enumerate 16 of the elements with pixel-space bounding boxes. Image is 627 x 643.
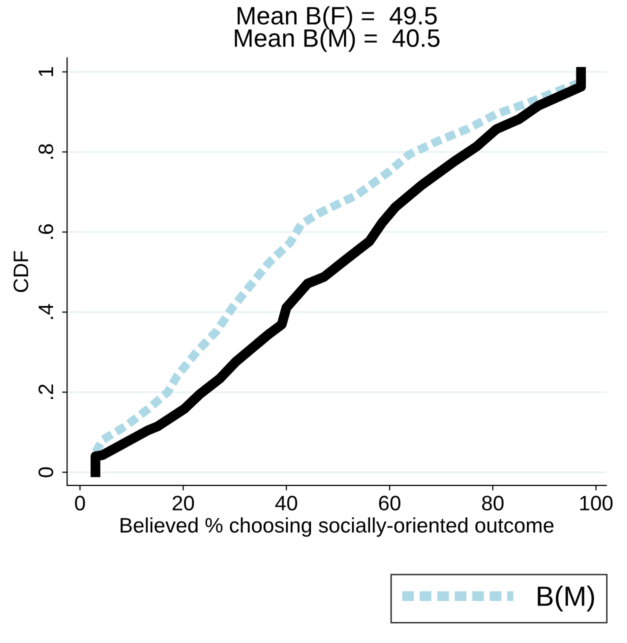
y-tick-label: 0	[38, 467, 54, 478]
x-tick-label: 0	[75, 496, 85, 510]
y-tick-label: .4	[38, 304, 54, 319]
x-tick-label: 80	[482, 496, 504, 510]
y-tick-label: 1	[38, 67, 54, 76]
x-tick-label: 20	[172, 496, 194, 510]
legend-label: B(M)	[538, 586, 594, 612]
x-tick-label: 60	[379, 496, 400, 510]
x-tick-label: 40	[275, 496, 298, 510]
chart-title: Mean B(F) = 49.5 Mean B(M) = 40.5	[234, 6, 440, 52]
x-axis-title: Believed % choosing socially-oriented outcome	[120, 517, 554, 537]
y-tick-label: .8	[38, 144, 54, 159]
y-tick-label: .2	[38, 384, 54, 399]
y-axis-title: CDF	[14, 251, 28, 292]
x-tick-label: 100	[580, 496, 613, 510]
y-tick-label: .6	[38, 224, 54, 239]
